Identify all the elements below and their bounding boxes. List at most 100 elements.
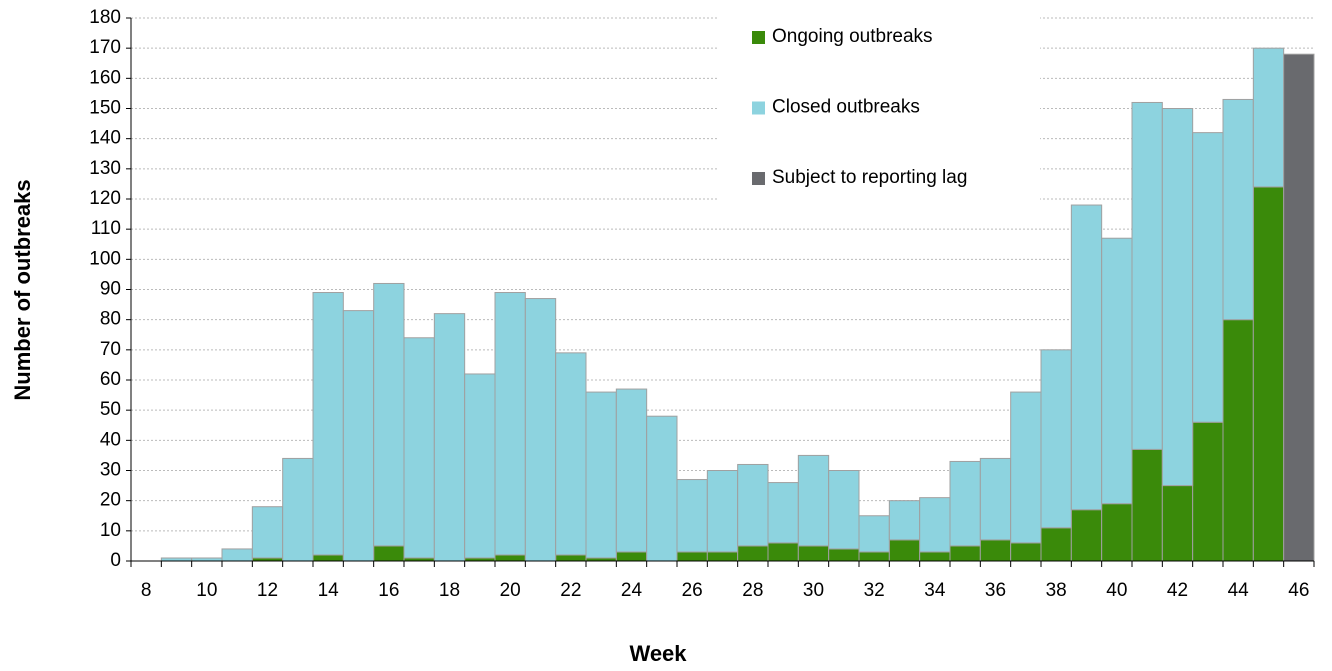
bar bbox=[615, 388, 648, 553]
bar bbox=[282, 457, 314, 562]
bar bbox=[433, 313, 466, 562]
y-tick-label: 30 bbox=[100, 460, 121, 481]
bar bbox=[797, 454, 830, 547]
x-tick-label: 26 bbox=[682, 580, 703, 601]
y-tick-label: 20 bbox=[100, 490, 121, 511]
bar bbox=[251, 506, 284, 559]
bar bbox=[373, 282, 405, 547]
bar bbox=[1010, 542, 1042, 562]
x-tick-label: 38 bbox=[1046, 580, 1067, 601]
x-tick-label: 8 bbox=[141, 580, 152, 601]
bar bbox=[1131, 101, 1163, 450]
y-axis-label: Number of outbreaks bbox=[10, 179, 35, 400]
bar bbox=[797, 545, 830, 562]
bar bbox=[585, 391, 617, 559]
bar bbox=[1070, 204, 1103, 511]
bar bbox=[676, 551, 708, 562]
bar bbox=[1192, 421, 1224, 562]
bar bbox=[403, 337, 435, 559]
bar bbox=[737, 545, 769, 562]
y-tick-label: 50 bbox=[100, 399, 121, 420]
bar bbox=[615, 551, 648, 562]
y-tick-label: 130 bbox=[89, 158, 121, 179]
bar bbox=[494, 292, 526, 556]
bar bbox=[1252, 47, 1285, 188]
x-tick-label: 12 bbox=[257, 580, 278, 601]
y-tick-label: 60 bbox=[100, 369, 121, 390]
bar bbox=[706, 551, 739, 562]
y-tick-label: 180 bbox=[89, 7, 121, 28]
y-tick-label: 90 bbox=[100, 279, 121, 300]
x-tick-label: 30 bbox=[803, 580, 824, 601]
bar bbox=[949, 460, 981, 547]
x-tick-label: 40 bbox=[1106, 580, 1127, 601]
bar bbox=[828, 548, 860, 562]
legend-label: Ongoing outbreaks bbox=[772, 26, 933, 47]
bar bbox=[1222, 98, 1254, 321]
x-axis-label: Week bbox=[629, 641, 687, 666]
bar bbox=[342, 310, 375, 562]
x-tick-label: 28 bbox=[742, 580, 763, 601]
y-tick-label: 80 bbox=[100, 309, 121, 330]
x-tick-label: 14 bbox=[318, 580, 340, 601]
bar bbox=[888, 539, 921, 562]
bar bbox=[1010, 391, 1042, 544]
bar bbox=[312, 292, 344, 556]
bar bbox=[706, 470, 739, 553]
x-tick-label: 24 bbox=[621, 580, 643, 601]
x-tick-label: 20 bbox=[500, 580, 521, 601]
bar bbox=[888, 500, 921, 541]
y-tick-label: 10 bbox=[100, 520, 121, 541]
legend-swatch bbox=[752, 172, 765, 185]
bar bbox=[1161, 108, 1194, 487]
legend-label: Subject to reporting lag bbox=[772, 167, 967, 188]
x-tick-label: 46 bbox=[1288, 580, 1309, 601]
bar bbox=[1070, 509, 1103, 562]
bar bbox=[919, 551, 951, 562]
y-tick-label: 100 bbox=[89, 248, 121, 269]
bar bbox=[221, 548, 253, 562]
bar bbox=[494, 554, 526, 562]
bar bbox=[1040, 527, 1072, 562]
y-tick-label: 110 bbox=[91, 218, 121, 239]
bar bbox=[676, 479, 708, 553]
bar bbox=[646, 415, 678, 562]
bar bbox=[1161, 485, 1194, 562]
x-tick-label: 34 bbox=[924, 580, 946, 601]
bar bbox=[979, 457, 1012, 541]
bar bbox=[858, 515, 890, 553]
bar bbox=[312, 554, 344, 562]
x-tick-label: 36 bbox=[985, 580, 1006, 601]
bar bbox=[1283, 53, 1315, 562]
bar bbox=[979, 539, 1012, 562]
bar bbox=[767, 542, 799, 562]
y-tick-label: 150 bbox=[89, 98, 121, 119]
bar bbox=[767, 482, 799, 544]
bar bbox=[555, 352, 587, 556]
x-tick-label: 10 bbox=[196, 580, 217, 601]
bar bbox=[373, 545, 405, 562]
y-tick-label: 120 bbox=[89, 188, 121, 209]
x-tick-label: 44 bbox=[1228, 580, 1250, 601]
bar bbox=[524, 298, 557, 562]
bar bbox=[858, 551, 890, 562]
y-tick-label: 70 bbox=[100, 339, 121, 360]
y-tick-label: 0 bbox=[110, 550, 121, 571]
bar bbox=[737, 463, 769, 547]
bar bbox=[1131, 448, 1163, 562]
bar bbox=[1192, 132, 1224, 423]
legend-background bbox=[718, 4, 1040, 210]
bar bbox=[1252, 186, 1285, 562]
bar bbox=[949, 545, 981, 562]
x-tick-label: 16 bbox=[378, 580, 399, 601]
legend-swatch bbox=[752, 31, 765, 44]
bar bbox=[1101, 503, 1133, 562]
y-tick-label: 170 bbox=[89, 37, 121, 58]
y-tick-label: 40 bbox=[100, 429, 121, 450]
bar bbox=[1101, 237, 1133, 505]
x-tick-label: 22 bbox=[560, 580, 581, 601]
y-tick-label: 160 bbox=[89, 67, 121, 88]
x-tick-label: 42 bbox=[1167, 580, 1188, 601]
